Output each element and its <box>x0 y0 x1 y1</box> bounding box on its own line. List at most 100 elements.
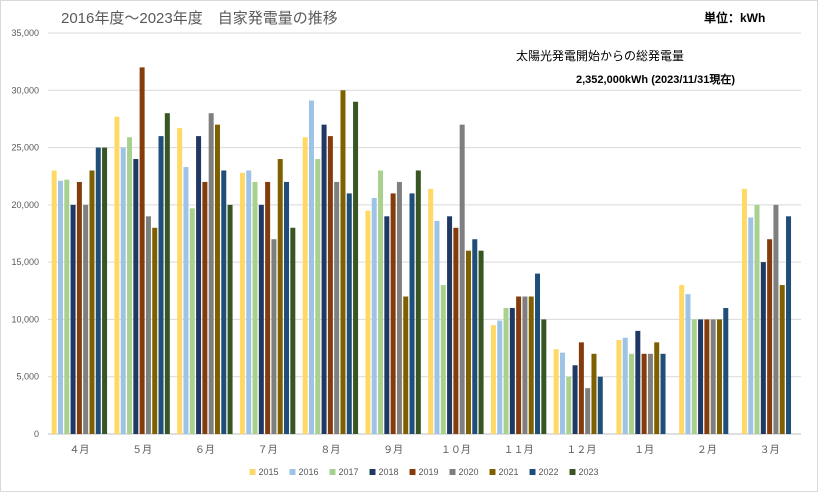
legend-swatch-2023 <box>569 469 576 475</box>
y-axis-ticks: 0 5,000 10,000 15,000 20,000 25,000 30,000 35,0… <box>11 28 39 439</box>
bar-2017-8 <box>566 376 572 434</box>
y-tick-label: 5,000 <box>16 372 39 382</box>
bar-2022-11 <box>786 216 792 434</box>
bar-2015-4 <box>302 137 308 434</box>
bar-2020-7 <box>522 296 528 434</box>
y-tick-label: 10,000 <box>11 314 39 324</box>
bar-2018-6 <box>447 216 453 434</box>
bar-2015-9 <box>616 340 622 434</box>
bar-2017-0 <box>64 179 70 434</box>
bar-2022-0 <box>95 147 101 435</box>
bar-2015-1 <box>114 116 120 434</box>
legend-label: 2019 <box>419 467 439 477</box>
x-tick-label: １１月 <box>504 444 534 456</box>
legend-swatch-2016 <box>289 469 296 475</box>
bar-2022-4 <box>346 193 352 434</box>
bar-2017-9 <box>629 353 635 434</box>
bar-2018-4 <box>321 124 327 435</box>
legend-swatch-2017 <box>329 469 336 475</box>
bar-2017-4 <box>315 159 321 434</box>
bar-2018-2 <box>196 136 202 434</box>
legend-label: 2020 <box>459 467 479 477</box>
legend-swatch-2019 <box>409 469 416 475</box>
bar-2020-1 <box>145 216 151 434</box>
bar-2016-7 <box>497 320 503 434</box>
legend-swatch-2020 <box>449 469 456 475</box>
bar-2020-6 <box>459 124 465 435</box>
x-tick-label: ９月 <box>383 444 403 456</box>
bar-2020-4 <box>334 181 340 434</box>
bar-2021-3 <box>277 159 283 434</box>
bar-2019-8 <box>578 342 584 434</box>
bar-2022-1 <box>158 136 164 434</box>
bar-2020-3 <box>271 239 277 434</box>
y-tick-label: 15,000 <box>11 257 39 267</box>
bar-2018-5 <box>384 216 390 434</box>
bar-2019-7 <box>516 296 522 434</box>
bar-2023-0 <box>102 147 108 435</box>
bar-2021-8 <box>591 353 597 434</box>
legend-swatch-2015 <box>249 469 256 475</box>
bar-2015-11 <box>741 188 747 434</box>
x-tick-label: ４月 <box>69 444 89 456</box>
legend-swatch-2022 <box>529 469 536 475</box>
bar-2019-4 <box>327 136 333 434</box>
bar-2021-2 <box>214 124 220 435</box>
y-tick-label: 20,000 <box>11 200 39 210</box>
bar-2016-9 <box>622 337 628 434</box>
bar-2023-7 <box>541 319 547 434</box>
legend: 2015 2016 2017 2018 2019 2020 2021 2022 2023 <box>249 467 599 477</box>
legend-label: 2021 <box>499 467 519 477</box>
bar-2018-3 <box>258 204 264 434</box>
bar-2019-9 <box>641 353 647 434</box>
x-tick-label: ６月 <box>195 444 215 456</box>
bar-2015-0 <box>51 170 57 434</box>
bar-2020-2 <box>208 113 214 434</box>
bar-2015-6 <box>428 188 434 434</box>
bar-2017-2 <box>189 208 195 434</box>
bar-2017-5 <box>378 170 384 434</box>
bar-2019-1 <box>139 67 145 434</box>
x-tick-label: ８月 <box>320 444 340 456</box>
bar-2022-6 <box>472 239 478 434</box>
legend-label: 2018 <box>379 467 399 477</box>
unit-label: 単位：kWh <box>704 10 765 25</box>
bar-2023-4 <box>353 101 359 434</box>
bar-2021-6 <box>465 250 471 434</box>
bars <box>51 67 792 435</box>
x-tick-label: １月 <box>634 444 654 456</box>
x-tick-label: ３月 <box>760 444 780 456</box>
bar-2018-9 <box>635 330 641 434</box>
annotation-line-2: 2,352,000kWh (2023/11/31現在) <box>576 72 735 86</box>
bar-2015-8 <box>553 349 559 434</box>
legend-label: 2015 <box>259 467 279 477</box>
x-tick-label: １２月 <box>566 444 596 456</box>
bar-2023-6 <box>478 250 484 434</box>
bar-2021-1 <box>152 227 158 434</box>
bar-2016-10 <box>685 294 691 434</box>
bar-2019-6 <box>453 227 459 434</box>
bar-2018-7 <box>509 307 515 434</box>
legend-swatch-2021 <box>489 469 496 475</box>
bar-2016-3 <box>246 170 252 434</box>
legend-label: 2017 <box>339 467 359 477</box>
bar-2021-4 <box>340 90 346 435</box>
gridlines <box>48 32 801 435</box>
legend-swatch-2018 <box>369 469 376 475</box>
bar-2015-3 <box>239 172 245 434</box>
bar-2022-8 <box>597 376 603 434</box>
bar-2023-5 <box>415 170 421 434</box>
x-tick-label: ２月 <box>697 444 717 456</box>
y-tick-label: 0 <box>34 429 39 439</box>
bar-2021-5 <box>403 296 409 434</box>
bar-2017-11 <box>754 204 760 434</box>
bar-2019-0 <box>76 181 82 434</box>
bar-2017-10 <box>691 319 697 434</box>
x-axis-ticks: ４月 ５月 ６月 ７月 ８月 ９月 １０月 １１月 １２月 １月 ２月 ３月 <box>69 444 779 456</box>
bar-2017-1 <box>127 137 133 434</box>
bar-2022-9 <box>660 353 666 434</box>
bar-2020-5 <box>396 181 402 434</box>
bar-2015-2 <box>177 128 183 434</box>
